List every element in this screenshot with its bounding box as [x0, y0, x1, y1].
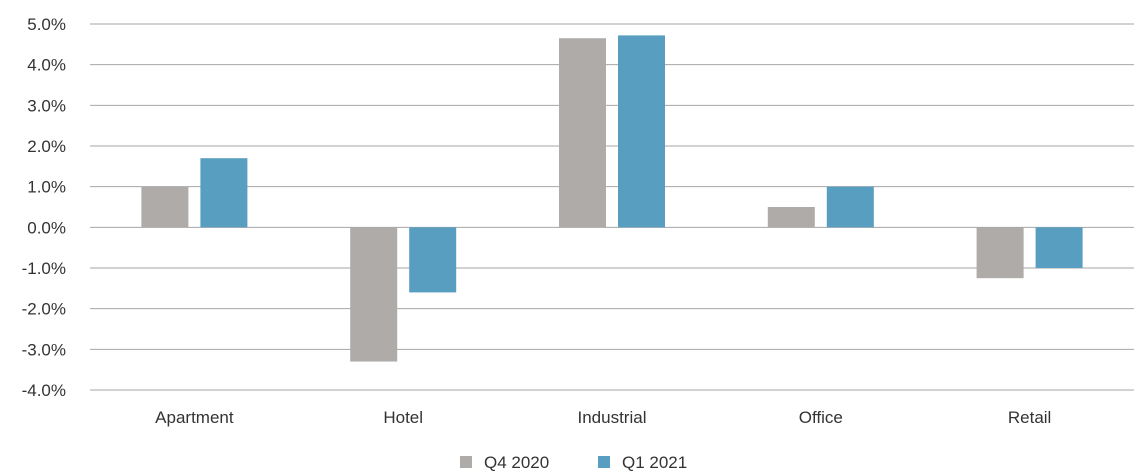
- bar-hotel-q1-2021: [409, 227, 457, 293]
- y-tick-label: -4.0%: [22, 381, 66, 400]
- y-tick-label: 3.0%: [27, 96, 66, 115]
- gridlines: [90, 23, 1134, 391]
- x-axis-categories: Apartment Hotel Industrial Office Retail: [155, 408, 1051, 427]
- x-category-label: Hotel: [383, 408, 423, 427]
- legend-swatch: [460, 456, 472, 468]
- x-category-label: Apartment: [155, 408, 234, 427]
- legend: Q4 2020 Q1 2021: [460, 453, 687, 472]
- y-tick-label: 1.0%: [27, 178, 66, 197]
- y-tick-label: 4.0%: [27, 56, 66, 75]
- y-tick-label: 2.0%: [27, 137, 66, 156]
- y-axis-ticks: 5.0% 4.0% 3.0% 2.0% 1.0% 0.0% -1.0% -2.0% -3.0% -…: [22, 15, 66, 400]
- y-tick-label: 5.0%: [27, 15, 66, 34]
- bar-retail-q4-2020: [976, 227, 1024, 279]
- bar-apartment-q1-2021: [200, 158, 248, 228]
- bar-retail-q1-2021: [1035, 227, 1083, 268]
- bar-office-q4-2020: [767, 207, 815, 228]
- legend-label: Q4 2020: [484, 453, 549, 472]
- y-tick-label: -3.0%: [22, 340, 66, 359]
- bar-industrial-q1-2021: [618, 35, 665, 228]
- bars: [141, 35, 1083, 362]
- legend-label: Q1 2021: [622, 453, 687, 472]
- x-category-label: Retail: [1008, 408, 1051, 427]
- y-tick-label: -1.0%: [22, 259, 66, 278]
- legend-swatch: [598, 456, 610, 468]
- bar-apartment-q4-2020: [141, 186, 189, 228]
- x-category-label: Office: [799, 408, 843, 427]
- bar-industrial-q4-2020: [559, 38, 606, 228]
- y-tick-label: -2.0%: [22, 300, 66, 319]
- bar-office-q1-2021: [826, 186, 874, 228]
- x-category-label: Industrial: [578, 408, 647, 427]
- y-tick-label: 0.0%: [27, 218, 66, 237]
- bar-hotel-q4-2020: [350, 227, 398, 362]
